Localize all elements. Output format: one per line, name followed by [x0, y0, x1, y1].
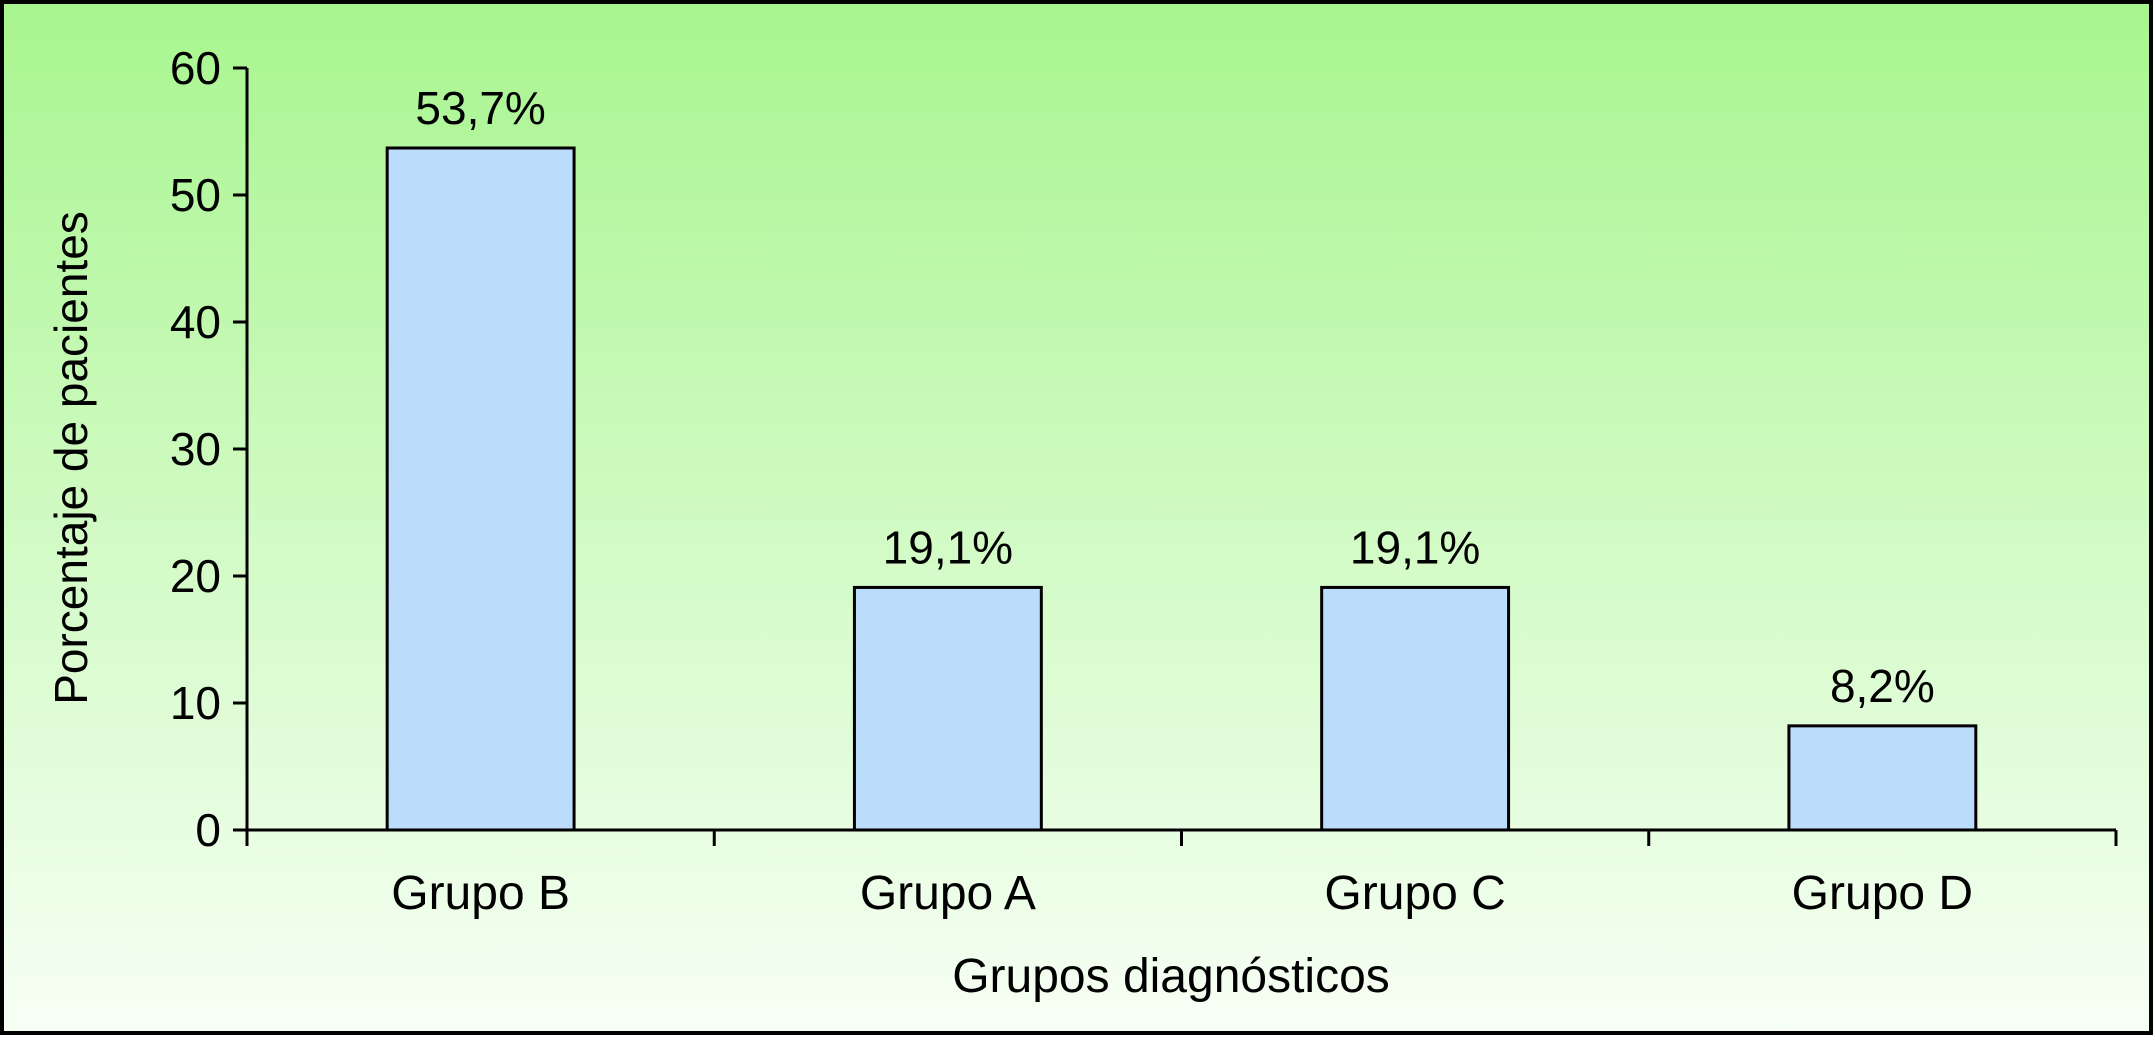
y-tick-label: 30 [170, 423, 221, 475]
bar-grupo-d [1787, 724, 1978, 832]
x-axis-title: Grupos diagnósticos [952, 950, 1390, 1003]
y-tick-label: 0 [195, 804, 221, 856]
data-label: 19,1% [883, 521, 1013, 573]
bars-group [385, 146, 1978, 832]
y-tick-label: 40 [170, 296, 221, 348]
x-tick-label: Grupo B [391, 867, 570, 920]
x-tick-label: Grupo A [860, 867, 1036, 920]
y-tick-label: 60 [170, 42, 221, 94]
data-label: 53,7% [415, 82, 545, 134]
data-labels-group: 53,7% 19,1% 19,1% 8,2% [415, 82, 1934, 712]
bar-grupo-b [385, 146, 576, 832]
x-tick-label: Grupo C [1324, 867, 1505, 920]
y-axis-title: Porcentaje de pacientes [45, 211, 97, 705]
bar-chart: 53,7% 19,1% 19,1% 8,2% 0 10 20 30 40 50 60 Grupo … [45, 42, 2118, 1003]
y-tick-label: 20 [170, 550, 221, 602]
y-tick-label: 50 [170, 169, 221, 221]
x-tick-label: Grupo D [1792, 867, 1973, 920]
bar-grupo-c [1320, 585, 1511, 832]
bar-grupo-a [852, 585, 1043, 832]
data-label: 8,2% [1830, 660, 1935, 712]
x-axis: Grupo B Grupo A Grupo C Grupo D [245, 828, 2118, 920]
y-tick-label: 10 [170, 677, 221, 729]
data-label: 19,1% [1350, 521, 1480, 573]
y-axis: 0 10 20 30 40 50 60 [170, 42, 249, 856]
